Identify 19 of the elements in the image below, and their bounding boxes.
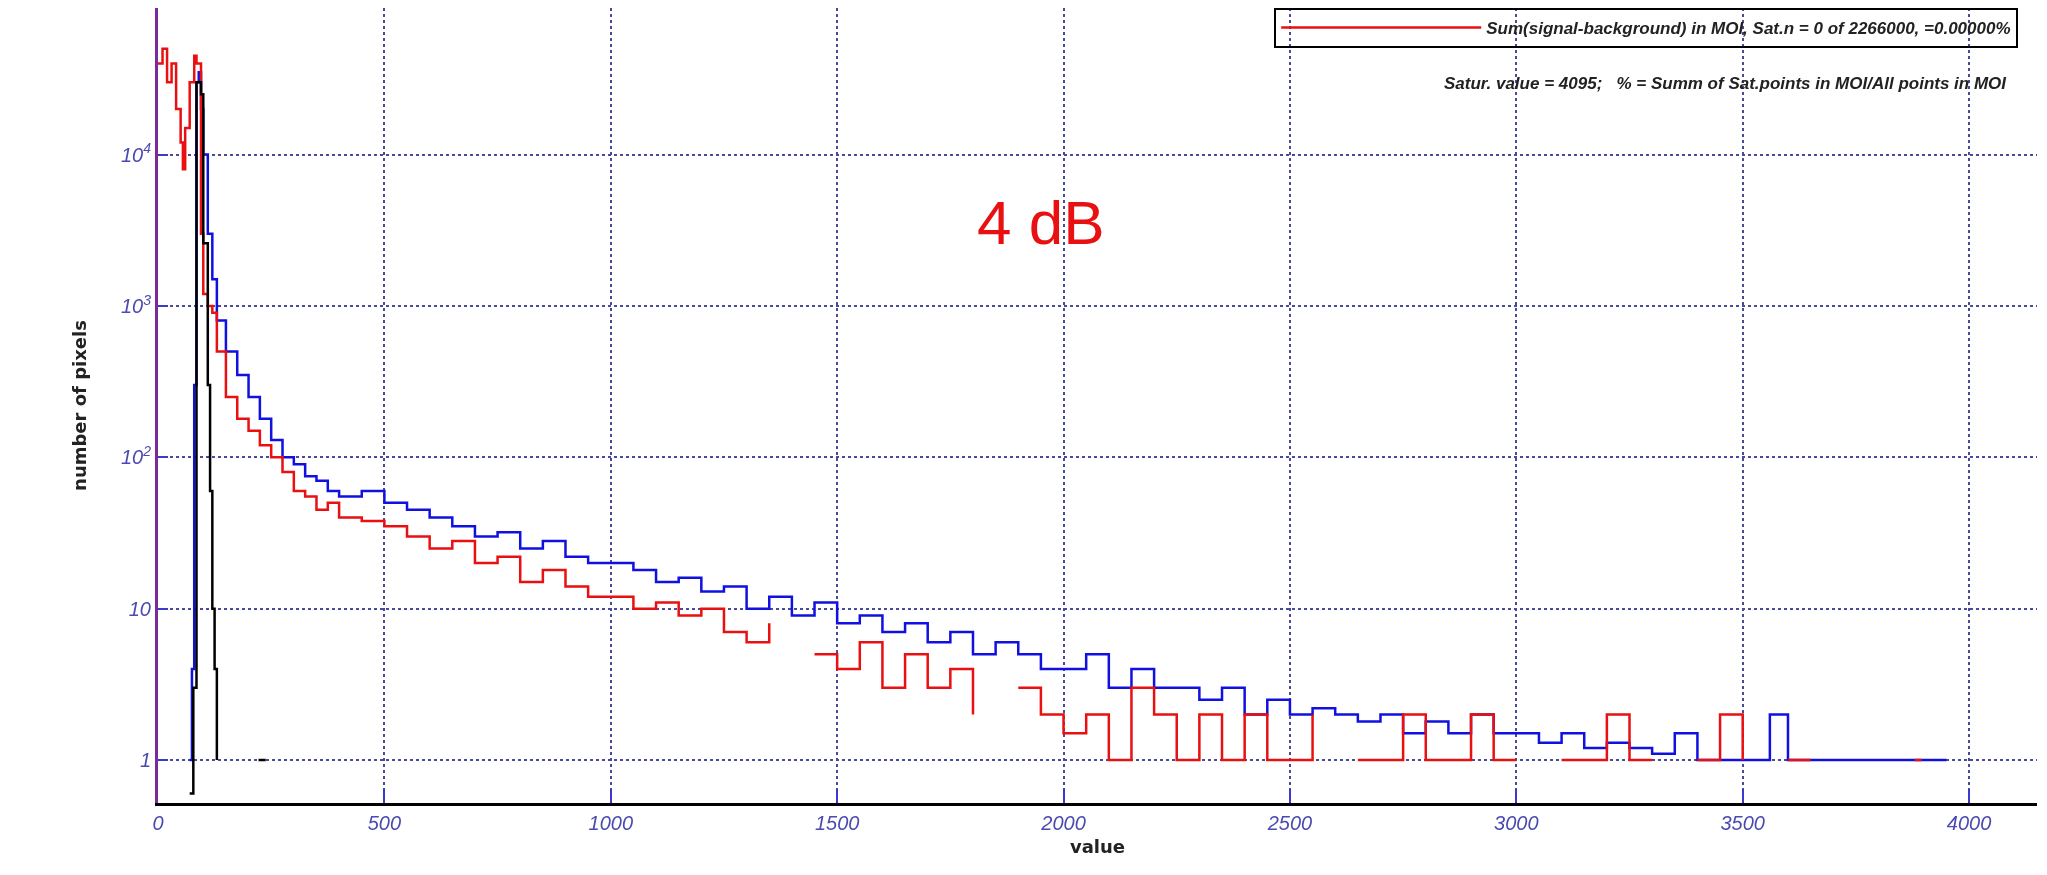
x-tick-label: 1000	[588, 812, 634, 834]
x-tick-label: 500	[367, 812, 402, 834]
y-tick-label: 10$^{4}$	[120, 140, 152, 166]
annotation: 4 dB	[977, 188, 1105, 257]
x-axis-title: value	[1069, 836, 1126, 858]
y-tick-label: 10$^{3}$	[120, 291, 152, 317]
x-tick-label: 2500	[1266, 812, 1313, 834]
x-tick-label: 0	[152, 812, 164, 834]
x-tick-label: 3000	[1494, 812, 1539, 834]
y-tick-label: 10	[128, 597, 151, 620]
annotation: Satur. value = 4095; % = Summ of Sat.points in MOI/All points in MOI	[1444, 74, 2008, 93]
text: Sum(signal-background) in MOI, Sat.n = 0 of 2266000, =0.00000%	[1486, 19, 2011, 39]
y-tick-label: 1	[139, 749, 151, 772]
y-tick-label: 10$^{2}$	[120, 442, 152, 469]
x-tick-label: 1500	[814, 812, 860, 834]
x-tick-label: 4000	[1946, 812, 1992, 834]
y-axis-title: number of pixels	[69, 320, 91, 491]
x-tick-label: 3500	[1720, 812, 1765, 834]
x-tick-label: 2000	[1040, 812, 1086, 834]
